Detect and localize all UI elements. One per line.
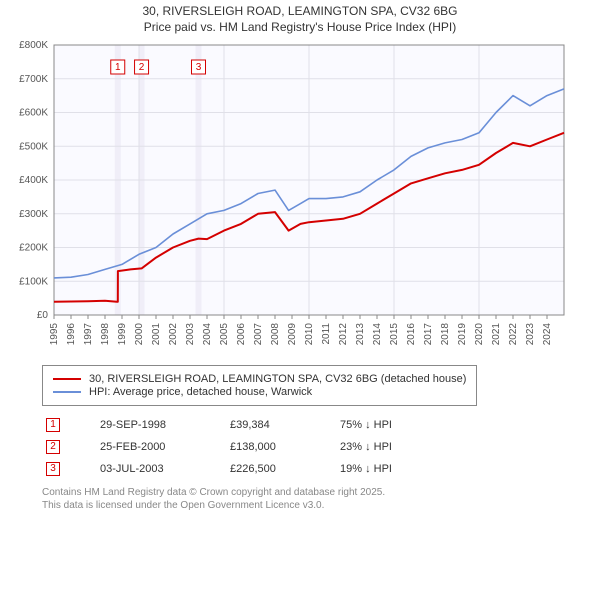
sale-marker: 1 bbox=[46, 418, 60, 432]
svg-text:2013: 2013 bbox=[355, 323, 366, 346]
svg-text:2: 2 bbox=[139, 62, 145, 73]
svg-text:2005: 2005 bbox=[219, 323, 230, 346]
svg-text:2014: 2014 bbox=[372, 323, 383, 346]
svg-text:1996: 1996 bbox=[66, 323, 77, 346]
legend-swatch bbox=[53, 391, 81, 393]
svg-text:£300K: £300K bbox=[19, 209, 48, 220]
svg-text:1999: 1999 bbox=[117, 323, 128, 346]
sale-marker: 2 bbox=[46, 440, 60, 454]
svg-text:2017: 2017 bbox=[423, 323, 434, 346]
copyright-footnote: Contains HM Land Registry data © Crown c… bbox=[8, 486, 528, 512]
legend-label: HPI: Average price, detached house, Warw… bbox=[89, 386, 312, 398]
legend-swatch bbox=[53, 378, 81, 380]
svg-text:2006: 2006 bbox=[236, 323, 247, 346]
sale-price: £39,384 bbox=[230, 419, 300, 431]
legend: 30, RIVERSLEIGH ROAD, LEAMINGTON SPA, CV… bbox=[42, 365, 477, 406]
sale-diff: 75% ↓ HPI bbox=[340, 419, 392, 431]
svg-text:2021: 2021 bbox=[491, 323, 502, 346]
sale-date: 25-FEB-2000 bbox=[100, 441, 190, 453]
sale-date: 29-SEP-1998 bbox=[100, 419, 190, 431]
svg-text:2020: 2020 bbox=[474, 323, 485, 346]
table-row: 3 03-JUL-2003 £226,500 19% ↓ HPI bbox=[8, 458, 592, 480]
legend-item: 30, RIVERSLEIGH ROAD, LEAMINGTON SPA, CV… bbox=[53, 373, 466, 385]
svg-text:2009: 2009 bbox=[287, 323, 298, 346]
svg-text:2000: 2000 bbox=[134, 323, 145, 346]
title-line2: Price paid vs. HM Land Registry's House … bbox=[8, 20, 592, 36]
svg-text:2012: 2012 bbox=[338, 323, 349, 346]
title-line1: 30, RIVERSLEIGH ROAD, LEAMINGTON SPA, CV… bbox=[8, 4, 592, 20]
sales-table: 1 29-SEP-1998 £39,384 75% ↓ HPI 2 25-FEB… bbox=[8, 414, 592, 480]
svg-text:3: 3 bbox=[196, 62, 202, 73]
table-row: 2 25-FEB-2000 £138,000 23% ↓ HPI bbox=[8, 436, 592, 458]
svg-text:£500K: £500K bbox=[19, 141, 48, 152]
sale-diff: 23% ↓ HPI bbox=[340, 441, 392, 453]
svg-text:2015: 2015 bbox=[389, 323, 400, 346]
chart-svg: £0 £100K £200K £300K £400K £500K £600K £700K £80… bbox=[8, 39, 568, 359]
svg-text:1997: 1997 bbox=[83, 323, 94, 346]
svg-text:2011: 2011 bbox=[321, 323, 332, 345]
svg-text:£100K: £100K bbox=[19, 276, 48, 287]
svg-text:1995: 1995 bbox=[49, 323, 60, 346]
svg-text:£800K: £800K bbox=[19, 40, 48, 51]
svg-text:2022: 2022 bbox=[508, 323, 519, 346]
svg-text:1998: 1998 bbox=[100, 323, 111, 346]
legend-label: 30, RIVERSLEIGH ROAD, LEAMINGTON SPA, CV… bbox=[89, 373, 466, 385]
svg-text:2001: 2001 bbox=[151, 323, 162, 346]
svg-text:2008: 2008 bbox=[270, 323, 281, 346]
svg-text:2003: 2003 bbox=[185, 323, 196, 346]
svg-text:2016: 2016 bbox=[406, 323, 417, 346]
sale-diff: 19% ↓ HPI bbox=[340, 463, 392, 475]
sale-marker: 3 bbox=[46, 462, 60, 476]
svg-text:£0: £0 bbox=[37, 310, 49, 321]
svg-text:£400K: £400K bbox=[19, 175, 48, 186]
svg-text:2004: 2004 bbox=[202, 323, 213, 346]
svg-text:£700K: £700K bbox=[19, 74, 48, 85]
chart-container: 30, RIVERSLEIGH ROAD, LEAMINGTON SPA, CV… bbox=[0, 0, 600, 520]
svg-text:2024: 2024 bbox=[542, 323, 553, 346]
sale-date: 03-JUL-2003 bbox=[100, 463, 190, 475]
line-chart: £0 £100K £200K £300K £400K £500K £600K £700K £80… bbox=[8, 39, 592, 359]
table-row: 1 29-SEP-1998 £39,384 75% ↓ HPI bbox=[8, 414, 592, 436]
svg-text:2002: 2002 bbox=[168, 323, 179, 346]
svg-text:£200K: £200K bbox=[19, 243, 48, 254]
sale-price: £138,000 bbox=[230, 441, 300, 453]
svg-text:2018: 2018 bbox=[440, 323, 451, 346]
svg-text:£600K: £600K bbox=[19, 108, 48, 119]
svg-text:1: 1 bbox=[115, 62, 121, 73]
chart-title: 30, RIVERSLEIGH ROAD, LEAMINGTON SPA, CV… bbox=[8, 4, 592, 35]
svg-text:2010: 2010 bbox=[304, 323, 315, 346]
svg-text:2019: 2019 bbox=[457, 323, 468, 346]
svg-text:2007: 2007 bbox=[253, 323, 264, 346]
legend-item: HPI: Average price, detached house, Warw… bbox=[53, 386, 466, 398]
svg-text:2023: 2023 bbox=[525, 323, 536, 346]
sale-price: £226,500 bbox=[230, 463, 300, 475]
